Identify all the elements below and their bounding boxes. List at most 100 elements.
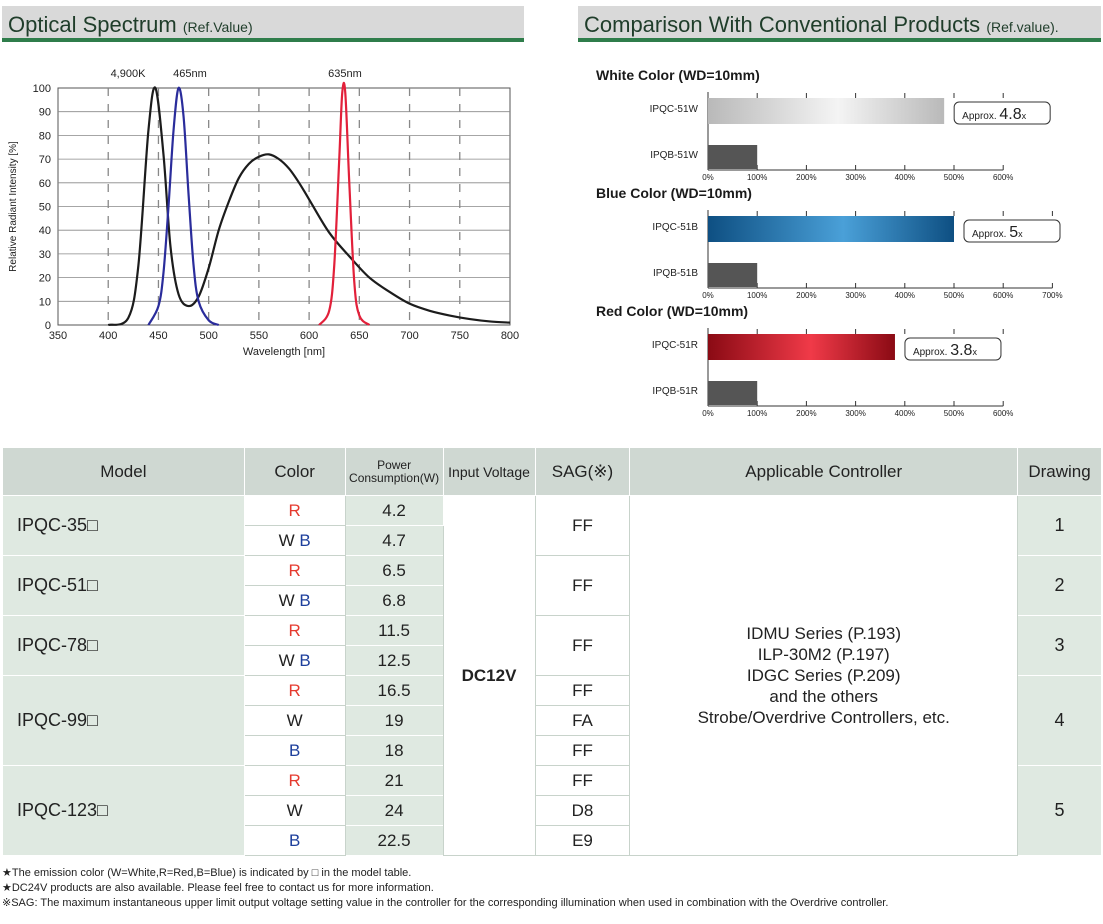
x-tick-label: 650 (350, 330, 368, 342)
y-tick-label: 20 (39, 273, 51, 285)
power-cell: 6.8 (344, 585, 444, 616)
table-header-row: Model Color Power Consumption(W) Input Vo… (2, 447, 1102, 496)
product-spec-table: Model Color Power Consumption(W) Input Vo… (2, 447, 1102, 856)
x-tick-label: 500% (944, 409, 964, 418)
x-tick-label: 300% (845, 409, 865, 418)
power-cell: 11.5 (344, 615, 444, 646)
spectrum-annotation: 4,900K (111, 68, 147, 80)
footnote: ※SAG: The maximum instantaneous upper li… (2, 897, 889, 909)
bar-label: IPQC-51R (652, 340, 698, 351)
header-model: Model (2, 447, 245, 496)
x-tick-label: 300% (845, 173, 865, 182)
approx-text: Approx. 4.8x (962, 106, 1027, 123)
table-row: IPQC-35□ R 4.2 DC12V FF IDMU Series (P.193) IL… (2, 495, 1102, 856)
power-cell: 16.5 (344, 675, 444, 706)
y-tick-label: 10 (39, 296, 51, 308)
color-cell: R (243, 555, 346, 586)
color-b: B (299, 530, 311, 550)
y-tick-label: 70 (39, 154, 51, 166)
x-tick-label: 300% (845, 291, 865, 300)
x-tick-label: 500% (944, 173, 964, 182)
approx-text: Approx. 3.8x (913, 342, 978, 359)
drawing-cell: 5 (1017, 765, 1102, 856)
color-w: W (278, 590, 295, 610)
x-tick-label: 400% (895, 173, 915, 182)
baseline-bar (708, 145, 758, 169)
sag-cell: D8 (534, 795, 631, 826)
power-cell: 22.5 (344, 825, 444, 856)
table-row: IPQC-123□ R 21 FF 5 (2, 765, 1102, 856)
bar-label: IPQB-51R (652, 386, 698, 397)
x-tick-label: 0% (702, 173, 714, 182)
bar-label: IPQB-51B (653, 268, 698, 279)
table-row: W 24 D8 (3, 795, 1102, 826)
conventional-comparison-bar (708, 216, 954, 242)
sag-cell: FF (534, 555, 631, 616)
drawing-cell: 1 (1017, 495, 1102, 556)
controller-line: IDMU Series (P.193) (746, 624, 902, 643)
drawing-cell: 4 (1017, 675, 1102, 766)
x-tick-label: 600% (993, 409, 1013, 418)
controller-line: Strobe/Overdrive Controllers, etc. (697, 708, 950, 727)
approx-badge (963, 219, 1061, 243)
x-tick-label: 0% (702, 409, 714, 418)
optical-spectrum-title: Optical Spectrum (Ref.Value) (8, 12, 253, 37)
footnote: ★DC24V products are also available. Plea… (2, 882, 434, 894)
comparison-group-title: Red Color (WD=10mm) (596, 303, 748, 319)
header-drawing: Drawing (1017, 447, 1102, 496)
white-spectrum-line (107, 86, 511, 327)
x-tick-label: 500 (199, 330, 217, 342)
power-cell: 19 (344, 705, 444, 736)
table-row: W B 6.8 (3, 585, 1102, 616)
y-tick-label: 80 (39, 130, 51, 142)
table-row: IPQC-51□ R 6.5 FF 2 (2, 555, 1102, 616)
model-cell: IPQC-99□ (2, 675, 245, 766)
x-tick-label: 400 (99, 330, 117, 342)
y-tick-label: 40 (39, 225, 51, 237)
approx-badge (953, 101, 1051, 125)
x-tick-label: 350 (49, 330, 67, 342)
model-cell: IPQC-51□ (2, 555, 245, 616)
footnote: ★The emission color (W=White,R=Red,B=Blu… (2, 867, 412, 879)
baseline-bar (708, 263, 758, 287)
x-tick-label: 400% (895, 291, 915, 300)
sag-cell: FA (534, 705, 631, 736)
table-row: W 19 FA (3, 705, 1102, 736)
power-cell: 6.5 (344, 555, 444, 586)
y-axis-label: Relative Radiant Intensity [%] (8, 141, 19, 272)
y-tick-label: 60 (39, 178, 51, 190)
x-axis-label: Wavelength [nm] (243, 346, 325, 358)
color-b: B (299, 650, 311, 670)
color-cell: R (243, 765, 346, 796)
header-controller: Applicable Controller (629, 447, 1018, 496)
y-tick-label: 0 (45, 320, 51, 332)
x-tick-label: 200% (796, 173, 816, 182)
comparison-group-title: White Color (WD=10mm) (596, 67, 760, 83)
sag-cell: FF (534, 675, 631, 706)
x-tick-label: 600% (993, 173, 1013, 182)
comparison-group-title: Blue Color (WD=10mm) (596, 185, 752, 201)
spectrum-annotation: 465nm (173, 68, 207, 80)
optical-spectrum-header: Optical Spectrum (Ref.Value) (2, 6, 524, 42)
drawing-cell: 2 (1017, 555, 1102, 616)
table-row: B 22.5 E9 (3, 825, 1102, 856)
power-cell: 4.7 (344, 525, 444, 556)
x-tick-label: 700% (1042, 291, 1062, 300)
table-row: IPQC-99□ R 16.5 FF 4 (2, 675, 1102, 766)
color-cell: R (243, 495, 346, 526)
table-row: W B 12.5 (3, 645, 1102, 676)
color-cell: W (243, 795, 346, 826)
y-tick-label: 100 (33, 83, 51, 95)
conventional-comparison-bar (708, 98, 945, 124)
power-cell: 24 (344, 795, 444, 826)
sag-cell: FF (534, 495, 631, 556)
x-tick-label: 100% (747, 173, 767, 182)
color-cell: R (243, 615, 346, 646)
y-tick-label: 30 (39, 249, 51, 261)
x-tick-label: 550 (250, 330, 268, 342)
controller-line: IDGC Series (P.209) (746, 666, 901, 685)
header-power: Power Consumption(W) (344, 447, 444, 496)
color-cell: B (243, 825, 346, 856)
x-tick-label: 450 (149, 330, 167, 342)
comparison-header: Comparison With Conventional Products (R… (578, 6, 1101, 42)
